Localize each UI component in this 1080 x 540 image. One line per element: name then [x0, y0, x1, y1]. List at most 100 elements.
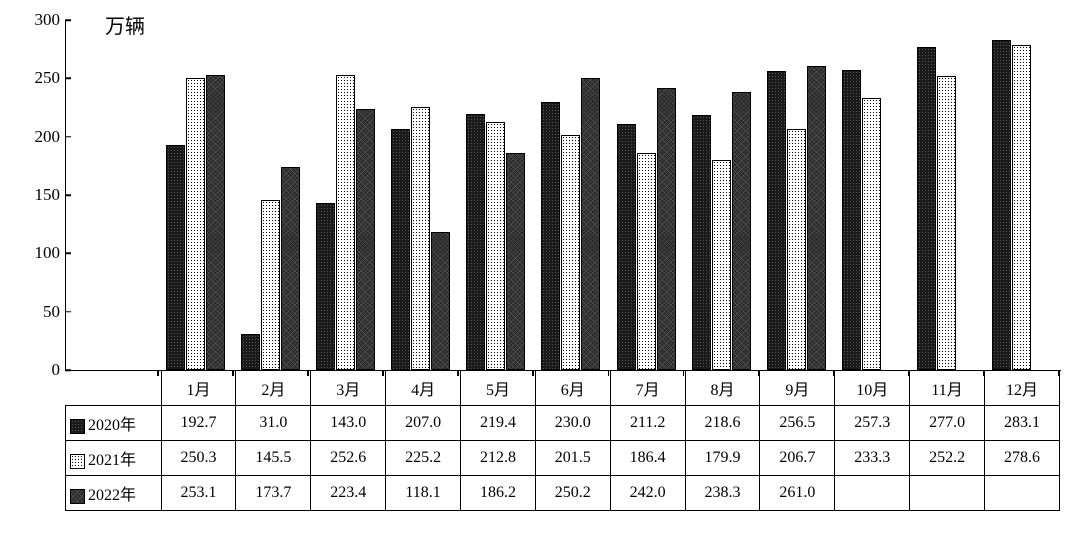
data-cell: 256.5 [760, 406, 835, 441]
y-tick-label: 150 [10, 185, 60, 205]
bar-group [466, 114, 525, 370]
data-cell: 145.5 [236, 441, 311, 476]
data-cell: 261.0 [760, 476, 835, 511]
table-month-header: 6月 [535, 371, 610, 406]
bar-group [617, 88, 676, 370]
data-cell: 242.0 [610, 476, 685, 511]
data-cell: 252.2 [910, 441, 985, 476]
data-cell: 238.3 [685, 476, 760, 511]
legend-swatch-icon [70, 489, 85, 504]
data-cell [910, 476, 985, 511]
data-cell: 250.2 [535, 476, 610, 511]
data-cell: 283.1 [985, 406, 1060, 441]
series-label-cell: 2022年 [66, 476, 162, 511]
data-cell: 225.2 [386, 441, 461, 476]
data-cell: 253.1 [161, 476, 236, 511]
bar-2020年-10月 [842, 70, 861, 370]
bar-2022年-1月 [206, 75, 225, 370]
table-month-header: 3月 [311, 371, 386, 406]
data-cell: 211.2 [610, 406, 685, 441]
bar-2021年-10月 [862, 98, 881, 370]
bar-group [316, 75, 375, 370]
bar-group [842, 70, 901, 370]
data-cell: 206.7 [760, 441, 835, 476]
series-name: 2022年 [88, 487, 136, 504]
data-cell: 186.2 [461, 476, 536, 511]
data-cell [985, 476, 1060, 511]
data-cell: 219.4 [461, 406, 536, 441]
y-tick-label: 200 [10, 127, 60, 147]
bar-2022年-6月 [581, 78, 600, 370]
table-month-header: 5月 [461, 371, 536, 406]
data-cell: 143.0 [311, 406, 386, 441]
plot-area [65, 20, 1061, 371]
bar-2022年-7月 [657, 88, 676, 370]
bar-2020年-1月 [166, 145, 185, 370]
data-cell: 277.0 [910, 406, 985, 441]
bar-2021年-12月 [1012, 45, 1031, 370]
data-cell: 278.6 [985, 441, 1060, 476]
table-row: 2021年250.3145.5252.6225.2212.8201.5186.4… [66, 441, 1060, 476]
data-cell: 233.3 [835, 441, 910, 476]
table-header-row: 1月2月3月4月5月6月7月8月9月10月11月12月 [66, 371, 1060, 406]
y-tick-label: 50 [10, 302, 60, 322]
data-cell: 250.3 [161, 441, 236, 476]
data-cell: 173.7 [236, 476, 311, 511]
table-month-header: 1月 [161, 371, 236, 406]
data-cell: 223.4 [311, 476, 386, 511]
bar-group [992, 40, 1051, 370]
table-month-header: 8月 [685, 371, 760, 406]
table-row: 2022年 253.1173.7223.4118.1186.2250.2242.0… [66, 476, 1060, 511]
bar-2020年-7月 [617, 124, 636, 370]
data-cell: 252.6 [311, 441, 386, 476]
y-axis-ticks: 050100150200250300 [10, 20, 60, 370]
bar-2021年-11月 [937, 76, 956, 370]
bar-2020年-8月 [692, 115, 711, 370]
bar-2020年-9月 [767, 71, 786, 370]
bar-2020年-12月 [992, 40, 1011, 370]
table-month-header: 4月 [386, 371, 461, 406]
bar-2020年-4月 [391, 129, 410, 371]
bar-2022年-5月 [506, 153, 525, 370]
series-label-cell: 2021年 [66, 441, 162, 476]
bar-group [767, 66, 826, 371]
bar-group [166, 75, 225, 370]
table-corner-cell [66, 371, 162, 406]
bar-group [241, 167, 300, 370]
bar-group [391, 107, 450, 370]
data-cell: 218.6 [685, 406, 760, 441]
data-cell: 118.1 [386, 476, 461, 511]
y-tick-label: 300 [10, 10, 60, 30]
bar-group [692, 92, 751, 370]
data-cell: 201.5 [535, 441, 610, 476]
series-name: 2020年 [88, 417, 136, 434]
data-cell: 257.3 [835, 406, 910, 441]
data-cell: 179.9 [685, 441, 760, 476]
table-month-header: 7月 [610, 371, 685, 406]
data-cell: 212.8 [461, 441, 536, 476]
table-month-header: 9月 [760, 371, 835, 406]
bar-2021年-4月 [411, 107, 430, 370]
data-cell: 31.0 [236, 406, 311, 441]
bar-2022年-2月 [281, 167, 300, 370]
bar-2021年-5月 [486, 122, 505, 370]
bar-2021年-8月 [712, 160, 731, 370]
bar-2021年-6月 [561, 135, 580, 370]
bar-2022年-4月 [431, 232, 450, 370]
bar-2022年-3月 [356, 109, 375, 370]
table-month-header: 11月 [910, 371, 985, 406]
bar-2021年-1月 [186, 78, 205, 370]
data-cell: 230.0 [535, 406, 610, 441]
bar-2020年-6月 [541, 102, 560, 370]
bar-2021年-2月 [261, 200, 280, 370]
table-month-header: 10月 [835, 371, 910, 406]
data-cell: 192.7 [161, 406, 236, 441]
data-cell: 207.0 [386, 406, 461, 441]
data-cell [835, 476, 910, 511]
bar-2022年-8月 [732, 92, 751, 370]
series-label-cell: 2020年 [66, 406, 162, 441]
bar-2020年-3月 [316, 203, 335, 370]
table-month-header: 2月 [236, 371, 311, 406]
bar-2020年-5月 [466, 114, 485, 370]
bar-2022年-9月 [807, 66, 826, 371]
